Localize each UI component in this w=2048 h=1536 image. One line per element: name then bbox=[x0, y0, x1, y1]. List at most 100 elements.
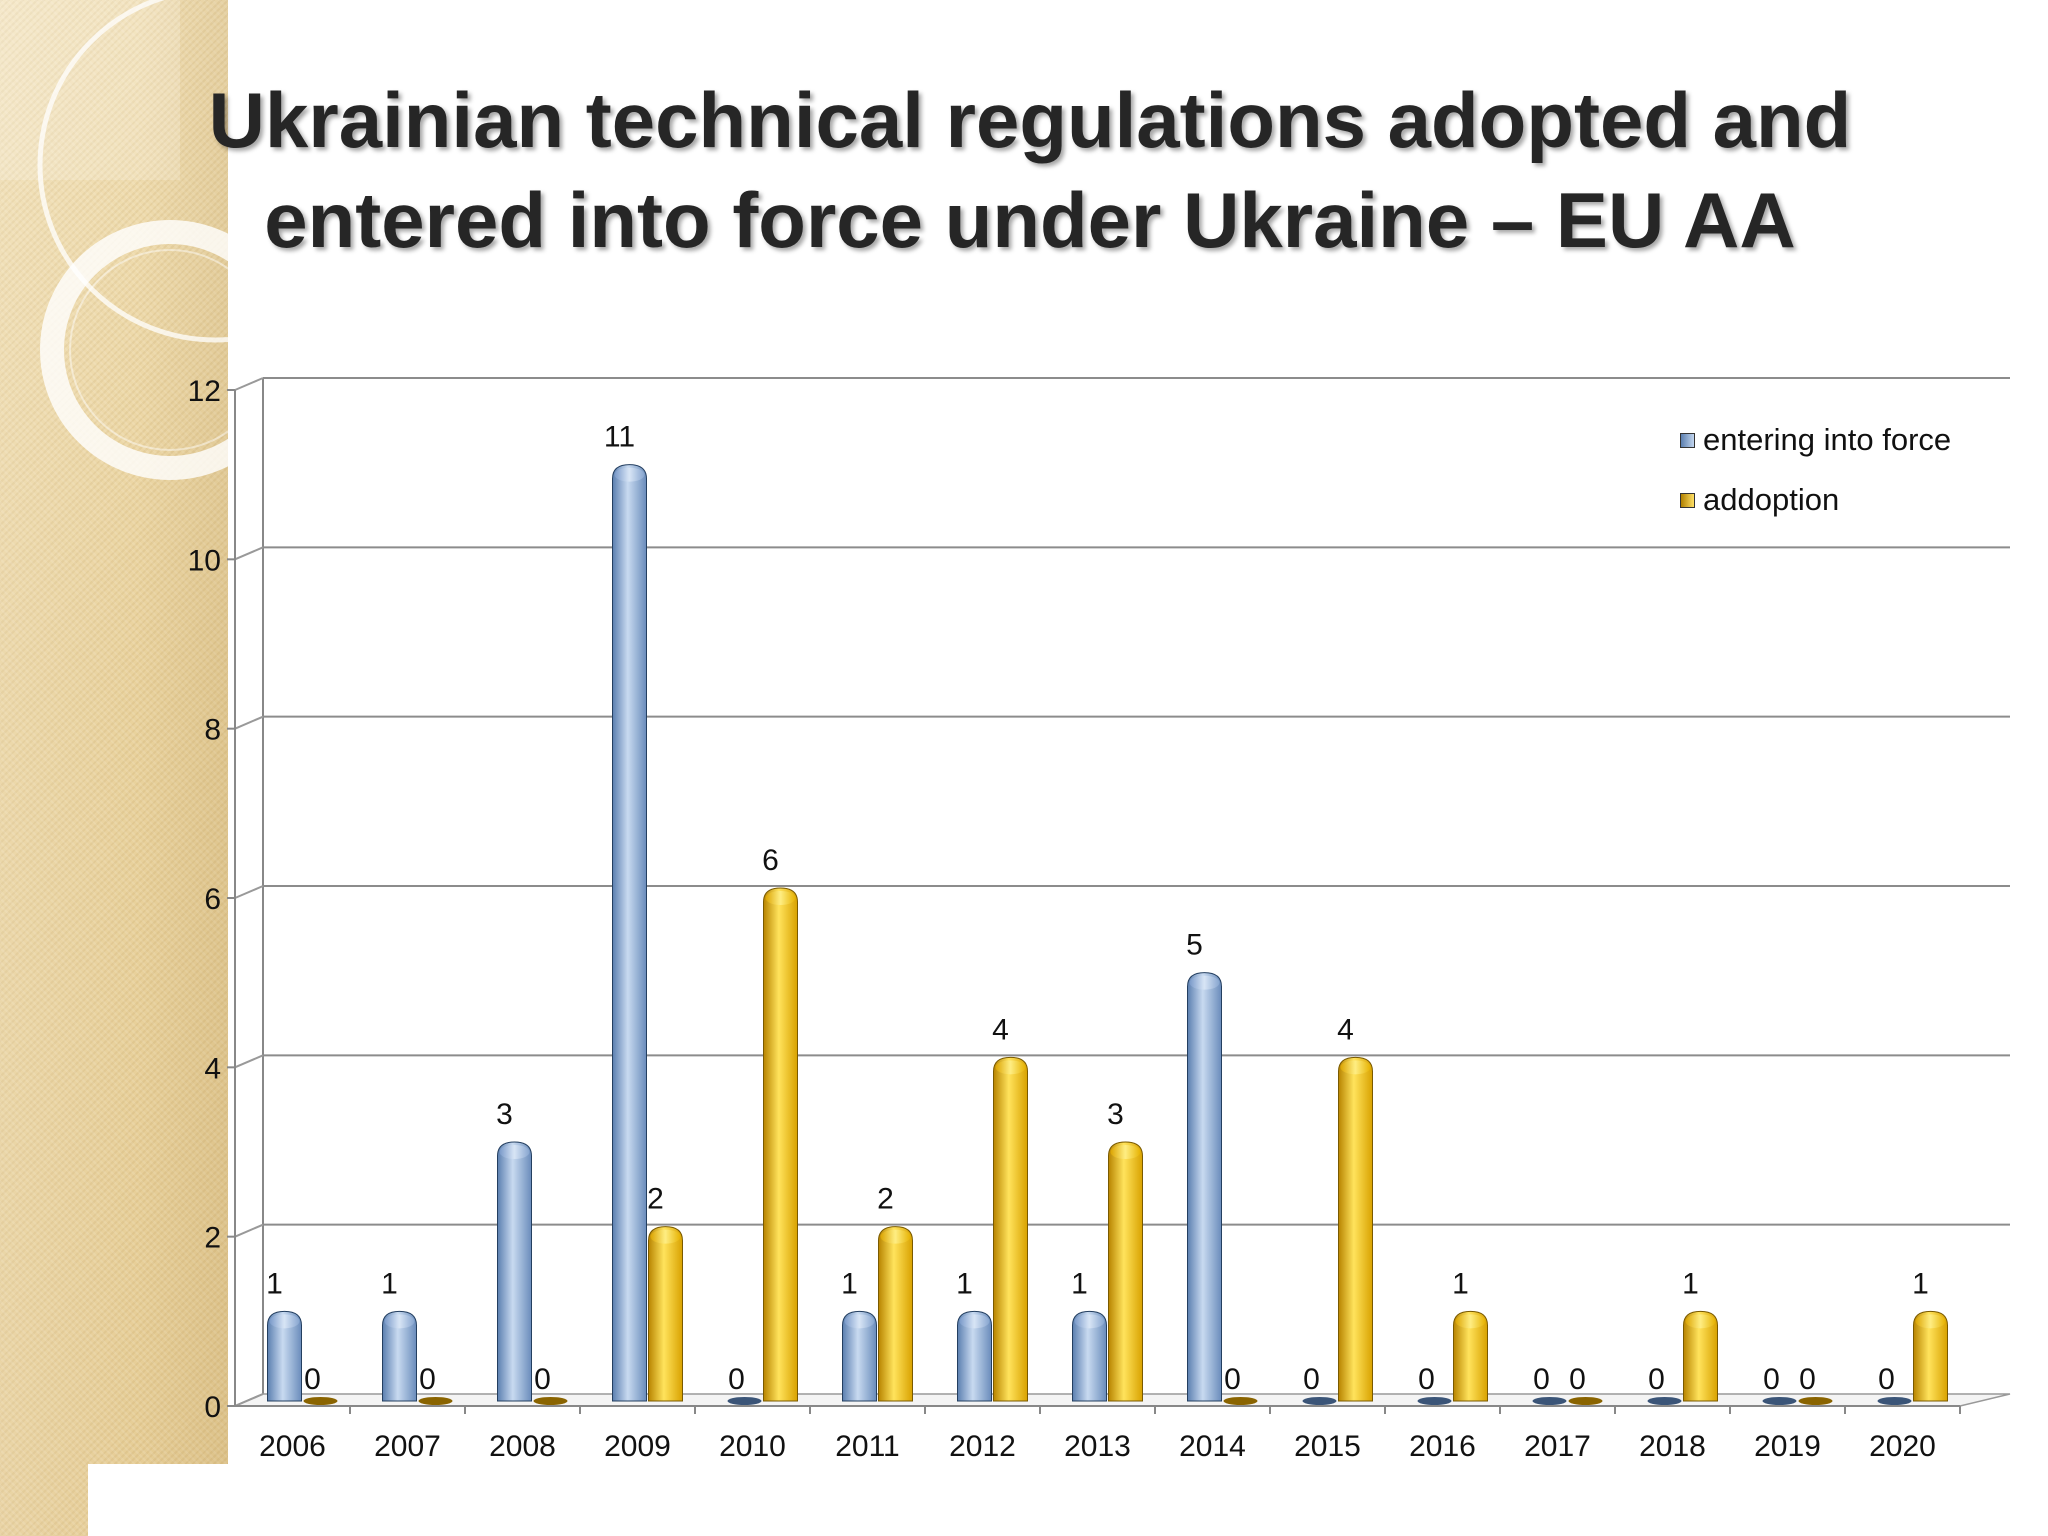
x-tick-label: 2013 bbox=[1064, 1430, 1131, 1463]
chart-legend: entering into force addoption bbox=[1680, 410, 2020, 530]
data-label-adoption: 0 bbox=[1569, 1363, 1586, 1396]
bar-adoption bbox=[1683, 1310, 1718, 1402]
bar-entering-into-force bbox=[1072, 1310, 1107, 1402]
bar-adoption bbox=[1223, 1397, 1258, 1405]
bar-adoption bbox=[418, 1397, 453, 1405]
y-tick-label: 12 bbox=[188, 375, 221, 408]
data-label-adoption: 4 bbox=[992, 1013, 1009, 1046]
bar-entering-into-force bbox=[842, 1310, 877, 1402]
x-tick-label: 2010 bbox=[719, 1430, 786, 1463]
bar-entering-into-force bbox=[612, 464, 647, 1402]
data-label-entering: 1 bbox=[1071, 1267, 1088, 1300]
bar-adoption bbox=[1108, 1141, 1143, 1402]
data-label-entering: 1 bbox=[266, 1267, 283, 1300]
grid-depth-tick bbox=[234, 1054, 264, 1069]
y-tick-label: 6 bbox=[204, 883, 221, 916]
legend-item-entering: entering into force bbox=[1680, 410, 2020, 470]
data-label-entering: 0 bbox=[1418, 1363, 1435, 1396]
bar-entering-into-force bbox=[267, 1310, 302, 1402]
data-label-adoption: 4 bbox=[1337, 1013, 1354, 1046]
x-tick-label: 2020 bbox=[1869, 1430, 1936, 1463]
legend-label-entering: entering into force bbox=[1703, 422, 1952, 457]
y-tick-label: 8 bbox=[204, 714, 221, 747]
data-label-adoption: 0 bbox=[1799, 1363, 1816, 1396]
data-label-adoption: 2 bbox=[647, 1183, 664, 1216]
data-label-entering: 1 bbox=[841, 1267, 858, 1300]
x-tick-label: 2007 bbox=[374, 1430, 441, 1463]
bar-adoption bbox=[763, 887, 798, 1402]
bar-entering-into-force bbox=[1302, 1397, 1337, 1405]
bar-adoption bbox=[303, 1397, 338, 1405]
data-label-entering: 0 bbox=[1533, 1363, 1550, 1396]
x-tick-label: 2012 bbox=[949, 1430, 1016, 1463]
bar-entering-into-force bbox=[382, 1310, 417, 1402]
white-patch bbox=[88, 1464, 228, 1536]
y-tick-label: 10 bbox=[188, 544, 221, 577]
bar-adoption bbox=[878, 1226, 913, 1402]
bar-adoption bbox=[648, 1226, 683, 1402]
data-label-entering: 5 bbox=[1186, 929, 1203, 962]
bar-adoption bbox=[1913, 1310, 1948, 1402]
grid-depth-tick bbox=[234, 1223, 264, 1238]
data-label-adoption: 2 bbox=[877, 1183, 894, 1216]
decorative-rings bbox=[0, 0, 228, 480]
grid-depth-tick bbox=[234, 1393, 264, 1407]
x-tick-label: 2019 bbox=[1754, 1430, 1821, 1463]
data-label-entering: 0 bbox=[728, 1363, 745, 1396]
slide-title: Ukrainian technical regulations adopted … bbox=[140, 70, 1920, 270]
x-tick-label: 2018 bbox=[1639, 1430, 1706, 1463]
bar-entering-into-force bbox=[497, 1141, 532, 1402]
grid-depth-tick bbox=[234, 377, 264, 391]
bar-entering-into-force bbox=[1647, 1397, 1682, 1405]
bar-entering-into-force bbox=[1187, 972, 1222, 1402]
bar-entering-into-force bbox=[1877, 1397, 1912, 1405]
y-tick-label: 0 bbox=[204, 1391, 221, 1424]
bar-entering-into-force bbox=[1532, 1397, 1567, 1405]
data-label-adoption: 6 bbox=[762, 844, 779, 877]
grid-depth-tick bbox=[234, 715, 264, 730]
legend-swatch-adoption bbox=[1680, 492, 1695, 508]
grid-depth-tick bbox=[234, 546, 264, 561]
x-tick-label: 2008 bbox=[489, 1430, 556, 1463]
x-tick-label: 2014 bbox=[1179, 1430, 1246, 1463]
legend-label-adoption: addoption bbox=[1703, 482, 1840, 517]
data-label-entering: 0 bbox=[1878, 1363, 1895, 1396]
data-label-entering: 0 bbox=[1648, 1363, 1665, 1396]
x-tick-label: 2017 bbox=[1524, 1430, 1591, 1463]
y-tick-label: 4 bbox=[204, 1052, 221, 1085]
bar-adoption bbox=[1798, 1397, 1833, 1405]
data-label-entering: 1 bbox=[381, 1267, 398, 1300]
bar-entering-into-force bbox=[727, 1397, 762, 1405]
x-tick-label: 2009 bbox=[604, 1430, 671, 1463]
bar-entering-into-force bbox=[1417, 1397, 1452, 1405]
data-label-adoption: 1 bbox=[1452, 1267, 1469, 1300]
data-label-entering: 1 bbox=[956, 1267, 973, 1300]
bar-entering-into-force bbox=[1762, 1397, 1797, 1405]
title-line-1: Ukrainian technical regulations adopted … bbox=[208, 76, 1852, 164]
bar-adoption bbox=[1568, 1397, 1603, 1405]
x-tick-label: 2015 bbox=[1294, 1430, 1361, 1463]
data-label-adoption: 3 bbox=[1107, 1098, 1124, 1131]
data-label-adoption: 0 bbox=[304, 1363, 321, 1396]
data-label-adoption: 0 bbox=[1224, 1363, 1241, 1396]
data-label-entering: 0 bbox=[1763, 1363, 1780, 1396]
bar-adoption bbox=[1453, 1310, 1488, 1402]
bar-adoption bbox=[993, 1056, 1028, 1402]
data-label-entering: 0 bbox=[1303, 1363, 1320, 1396]
data-label-adoption: 0 bbox=[534, 1363, 551, 1396]
bar-adoption bbox=[533, 1397, 568, 1405]
legend-swatch-entering bbox=[1680, 432, 1695, 448]
x-tick-label: 2006 bbox=[259, 1430, 326, 1463]
data-label-adoption: 1 bbox=[1912, 1267, 1929, 1300]
x-tick-label: 2011 bbox=[835, 1430, 900, 1463]
legend-item-adoption: addoption bbox=[1680, 470, 2020, 530]
side-decor-panel bbox=[0, 0, 228, 1536]
bar-adoption bbox=[1338, 1056, 1373, 1402]
bar-entering-into-force bbox=[957, 1310, 992, 1402]
data-label-entering: 3 bbox=[496, 1098, 513, 1131]
data-label-adoption: 1 bbox=[1682, 1267, 1699, 1300]
grid-depth-tick bbox=[234, 885, 264, 899]
x-tick-label: 2016 bbox=[1409, 1430, 1476, 1463]
y-tick-label: 2 bbox=[204, 1222, 221, 1255]
